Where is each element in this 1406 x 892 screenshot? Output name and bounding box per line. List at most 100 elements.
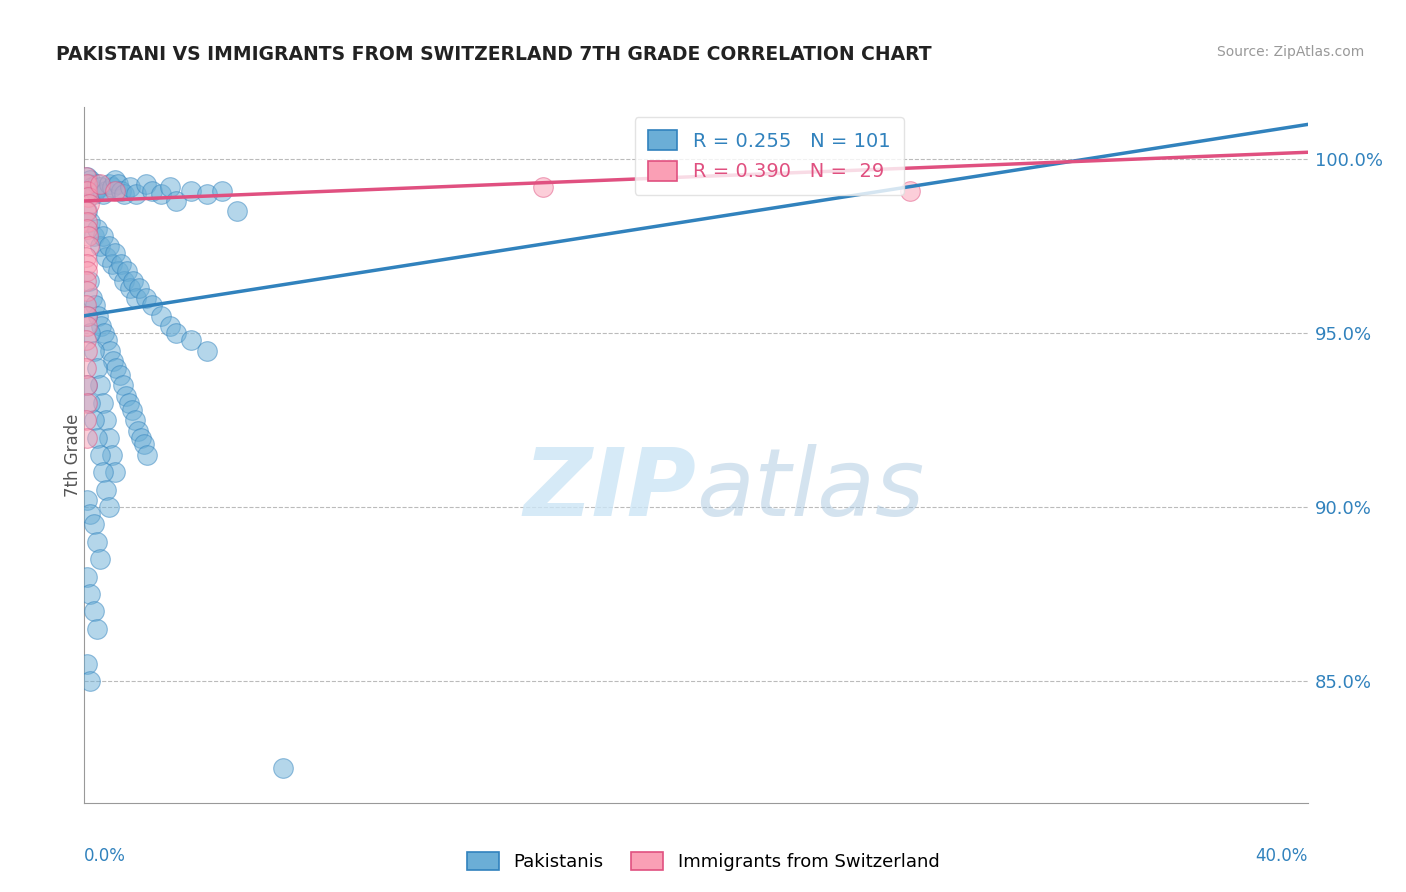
Point [125, 292, 148, 306]
Point [84, 184, 107, 198]
Point [125, 187, 148, 202]
Point [104, 173, 127, 187]
Point [83, 343, 105, 358]
Point [77, 228, 100, 243]
Point [91, 228, 114, 243]
Point [76, 378, 98, 392]
Point [94, 184, 117, 198]
Point [75, 298, 97, 312]
Point [107, 263, 129, 277]
Point [79, 507, 101, 521]
Text: 0.0%: 0.0% [84, 847, 127, 865]
Point [86, 177, 108, 191]
Point [159, 319, 181, 334]
Point [103, 354, 125, 368]
Point [79, 673, 101, 688]
Point [165, 194, 187, 208]
Point [132, 437, 155, 451]
Point [110, 184, 132, 198]
Point [89, 552, 111, 566]
Point [118, 395, 141, 409]
Point [79, 326, 101, 340]
Point [75, 204, 97, 219]
Point [89, 448, 111, 462]
Point [80, 292, 103, 306]
Point [79, 173, 101, 187]
Point [107, 177, 129, 191]
Point [77, 274, 100, 288]
Point [89, 239, 111, 253]
Point [136, 448, 159, 462]
Point [75, 360, 97, 375]
Point [122, 274, 145, 288]
Point [76, 204, 98, 219]
Point [110, 257, 132, 271]
Point [77, 197, 100, 211]
Point [898, 184, 921, 198]
Point [76, 215, 98, 229]
Point [76, 222, 98, 236]
Point [75, 413, 97, 427]
Point [83, 604, 105, 618]
Text: atlas: atlas [696, 444, 924, 535]
Point [149, 309, 172, 323]
Point [86, 360, 108, 375]
Point [141, 184, 163, 198]
Text: Source: ZipAtlas.com: Source: ZipAtlas.com [1216, 45, 1364, 59]
Point [76, 657, 98, 671]
Point [91, 187, 114, 202]
Legend: Pakistanis, Immigrants from Switzerland: Pakistanis, Immigrants from Switzerland [460, 845, 946, 879]
Point [76, 319, 98, 334]
Text: 40.0%: 40.0% [1256, 847, 1308, 865]
Point [97, 239, 120, 253]
Point [195, 187, 218, 202]
Point [135, 292, 157, 306]
Point [76, 569, 98, 583]
Point [86, 534, 108, 549]
Point [111, 378, 134, 392]
Point [75, 274, 97, 288]
Point [76, 263, 98, 277]
Point [86, 622, 108, 636]
Point [86, 430, 108, 444]
Point [93, 326, 115, 340]
Point [101, 180, 124, 194]
Point [271, 761, 294, 775]
Point [120, 281, 142, 295]
Point [104, 184, 127, 198]
Point [76, 378, 98, 392]
Point [89, 378, 111, 392]
Point [97, 177, 120, 191]
Point [79, 215, 101, 229]
Point [86, 222, 108, 236]
Point [77, 177, 100, 191]
Point [91, 465, 114, 479]
Point [128, 281, 150, 295]
Point [83, 517, 105, 532]
Point [75, 250, 97, 264]
Point [77, 190, 100, 204]
Point [79, 587, 101, 601]
Point [105, 360, 128, 375]
Point [76, 177, 98, 191]
Point [76, 343, 98, 358]
Point [120, 180, 142, 194]
Point [98, 343, 121, 358]
Point [211, 184, 233, 198]
Point [114, 389, 136, 403]
Y-axis label: 7th Grade: 7th Grade [65, 413, 82, 497]
Point [89, 177, 111, 191]
Text: PAKISTANI VS IMMIGRANTS FROM SWITZERLAND 7TH GRADE CORRELATION CHART: PAKISTANI VS IMMIGRANTS FROM SWITZERLAND… [56, 45, 932, 63]
Point [97, 430, 120, 444]
Point [124, 413, 146, 427]
Point [80, 180, 103, 194]
Point [115, 263, 138, 277]
Point [94, 413, 117, 427]
Point [83, 187, 105, 202]
Point [75, 169, 97, 184]
Point [195, 343, 218, 358]
Point [91, 395, 114, 409]
Point [96, 333, 118, 347]
Point [76, 257, 98, 271]
Point [165, 326, 187, 340]
